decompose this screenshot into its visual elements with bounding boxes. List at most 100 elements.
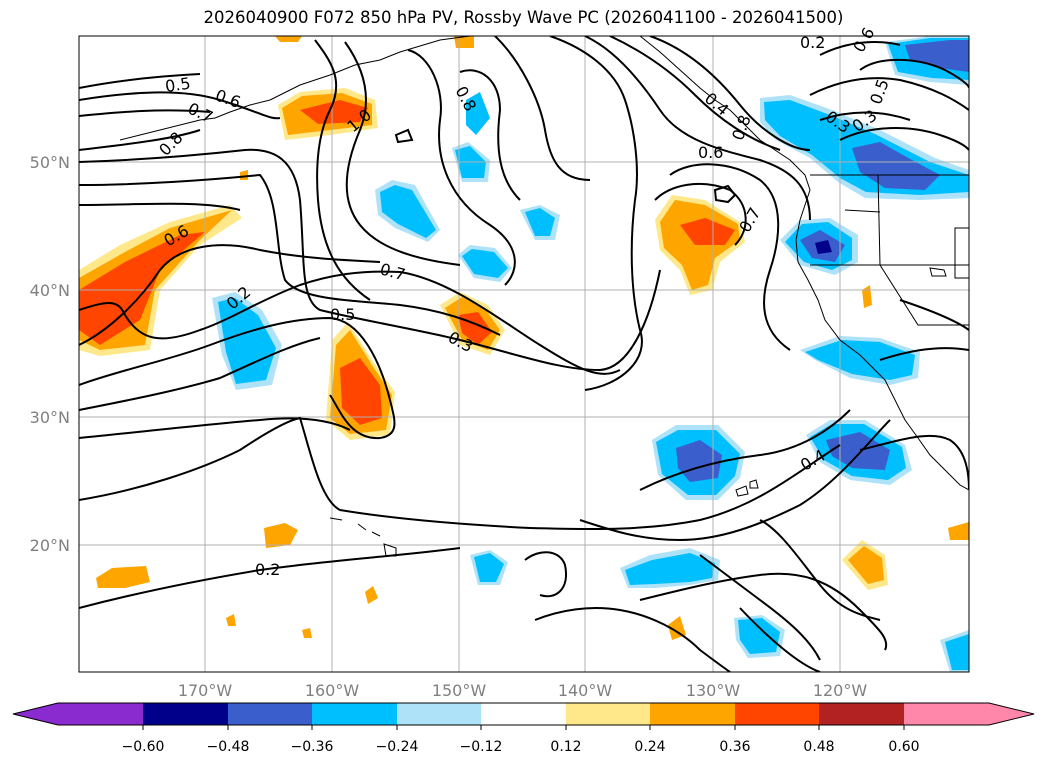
colorbar-cells [13,703,1034,725]
contour-label: 0.6 [213,85,243,112]
contour-line [579,419,891,542]
shade-negative [805,340,915,380]
contour-label: 0.6 [698,143,723,162]
colorbar-extend-left [13,703,58,725]
contour-line [459,69,521,201]
colorbar: −0.60 −0.48 −0.36 −0.24 −0.12 0.12 0.24 … [12,702,1035,755]
shade-positive [862,285,872,308]
shade-positive [340,358,382,425]
contour-line [79,316,396,440]
shade-negative [738,618,780,654]
shade-positive [680,218,735,245]
contour-line [839,127,969,151]
state-border [844,209,881,213]
contour-line [534,607,731,672]
colorbar-cell [58,703,143,725]
north-american-coast [639,36,969,491]
contour-line [79,337,321,411]
lon-label: 130°W [686,681,741,700]
contour-line [639,409,851,491]
colorbar-label: −0.36 [291,739,334,755]
colorbar-cell [566,703,650,725]
colorbar-cell [735,703,819,725]
shade-negative [826,432,890,470]
colorbar-cell [650,703,735,725]
contour-label: 0.6 [849,24,878,56]
shade-negative [380,185,436,238]
shade-positive [302,628,312,638]
shade-negative [945,634,969,670]
contour-line [819,41,901,56]
contour-label: 0.7 [378,259,408,284]
shade-positive [948,522,969,540]
alaska-coast [269,36,471,101]
contour-label: 0.5 [164,74,192,96]
contour-line [549,36,643,391]
shade-positive [300,100,368,124]
shade-negative [474,553,504,582]
contour-line [344,41,461,266]
hawaiian-islands [329,517,397,557]
coastline-layer [119,36,969,557]
shade-positive [96,566,150,588]
contour-line [124,270,621,375]
contour-label: 0.8 [155,128,186,159]
lat-label: 30°N [30,408,70,427]
contour-label: 0.4 [701,89,733,120]
lon-label: 170°W [178,681,233,700]
lat-label: 40°N [30,281,70,300]
contour-line [79,416,841,531]
colorbar-ticks [142,725,905,730]
contour-line [879,347,969,361]
colorbar-cell [397,703,481,725]
colorbar-cell [904,703,989,725]
contour-line [79,173,501,336]
contour-line [79,91,281,120]
contour-layer [79,36,969,672]
colorbar-label: −0.24 [376,739,419,755]
contour-label: 0.2 [255,560,280,579]
colorbar-label: −0.12 [460,739,503,755]
longitude-labels: 170°W 160°W 150°W 140°W 130°W 120°W [178,681,868,700]
lon-label: 140°W [558,681,613,700]
island [929,267,947,277]
contour-line [79,302,126,316]
contour-line [649,36,811,151]
shade-negative [815,240,832,254]
contour-line [407,49,516,286]
contour-line [759,519,881,621]
shade-positive [365,586,378,604]
contour-label: 0.5 [330,305,355,324]
map-title: 2026040900 F072 850 hPa PV, Rossby Wave … [203,8,844,27]
contour-line [809,77,969,111]
shade-positive [848,546,884,584]
shade-positive [275,36,302,42]
colorbar-label: 0.48 [803,739,834,755]
contour-label: 0.2 [800,33,825,52]
shade-positive [264,523,298,548]
lat-label: 50°N [30,153,70,172]
state-border [879,264,969,326]
shade-negative [218,298,276,384]
plot-frame [78,35,970,673]
shade-positive [226,614,236,626]
shade-negative [462,249,508,278]
contour-line [669,163,791,351]
graticule [79,36,969,672]
shade-negative [525,208,555,236]
contour-line [79,417,351,439]
island [735,479,759,497]
contour-label: 0.5 [866,76,893,106]
contour-line [739,607,821,672]
contour-line [609,36,781,151]
shade-positive [240,170,248,180]
shade-negative [466,92,490,135]
contour-line [859,58,969,89]
colorbar-label: 0.24 [634,739,665,755]
contour-line [859,434,969,491]
shade-negative [905,40,969,72]
colorbar-label: −0.60 [122,739,165,755]
contour-labels: 0.5 0.6 0.7 0.8 1.0 0.8 0.6 0.7 0.2 0.5 … [155,24,893,579]
contour-line [494,36,591,181]
latitude-labels: 50°N 40°N 30°N 20°N [30,153,70,555]
